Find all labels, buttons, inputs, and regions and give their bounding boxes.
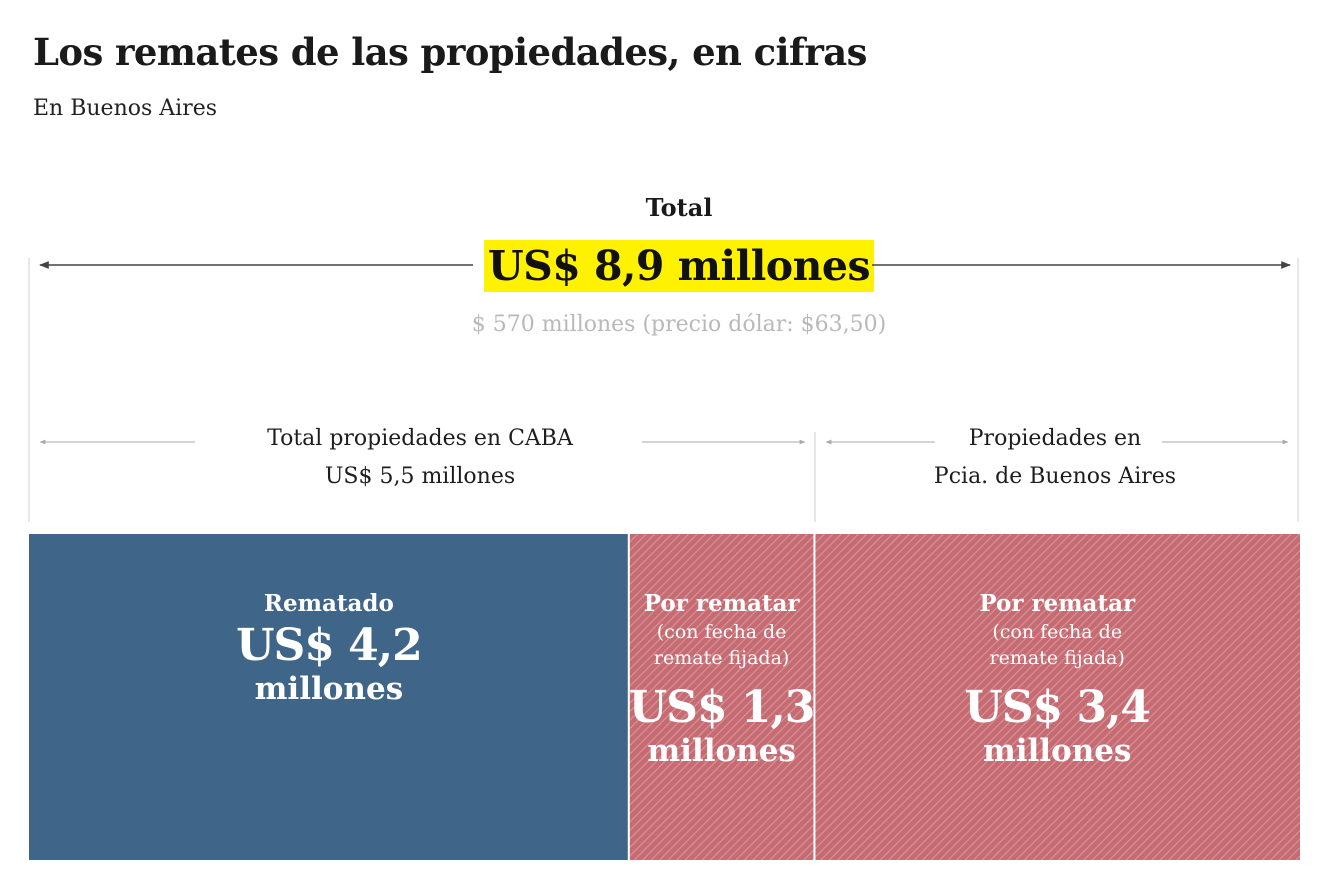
bar-por-rematar-pba	[814, 534, 1300, 860]
total-value-wrap: US$ 8,9 millones	[0, 240, 1330, 292]
bar-rematado-caba	[29, 534, 629, 860]
segment-amount: US$ 1,3	[628, 682, 816, 733]
segment-amount: US$ 3,4	[964, 682, 1151, 733]
segment-label-rematado-caba: Rematado US$ 4,2 millones	[29, 589, 629, 707]
bar-por-rematar-caba	[628, 534, 815, 860]
caba-group-total: US$ 5,5 millones	[324, 464, 516, 489]
pba-group-label-line2: Pcia. de Buenos Aires	[933, 464, 1177, 489]
total-value-highlight: US$ 8,9 millones	[483, 240, 875, 292]
chart-title: Los remates de las propiedades, en cifra…	[33, 30, 867, 74]
segment-note: (con fecha de	[656, 621, 787, 643]
segment-note: remate fijada)	[653, 647, 790, 669]
caba-group-label: Total propiedades en CABA	[267, 426, 573, 451]
segment-unit: millones	[647, 733, 796, 769]
bar-segments	[29, 534, 1300, 860]
segment-label-por-rematar-pba: Por rematar (con fecha de remate fijada) US…	[814, 589, 1300, 769]
segment-note: remate fijada)	[989, 647, 1125, 669]
segment-unit: millones	[254, 671, 404, 707]
segment-title: Por rematar	[643, 590, 800, 617]
pba-group-label-line1: Propiedades en	[968, 426, 1142, 451]
total-label: Total	[645, 193, 713, 222]
segment-label-por-rematar-caba: Por rematar (con fecha de remate fijada) US…	[628, 589, 816, 769]
caba-group-header: Total propiedades en CABA US$ 5,5 millon…	[210, 420, 630, 496]
segment-amount: US$ 4,2	[236, 620, 423, 671]
chart-subtitle: En Buenos Aires	[33, 96, 218, 121]
segment-title: Por rematar	[979, 590, 1136, 617]
pba-group-header: Propiedades en Pcia. de Buenos Aires	[875, 420, 1235, 496]
segment-title: Rematado	[263, 590, 394, 617]
segment-unit: millones	[982, 733, 1132, 769]
segment-note: (con fecha de	[992, 621, 1123, 643]
total-pesos-note: $ 570 millones (precio dólar: $63,50)	[471, 312, 887, 337]
